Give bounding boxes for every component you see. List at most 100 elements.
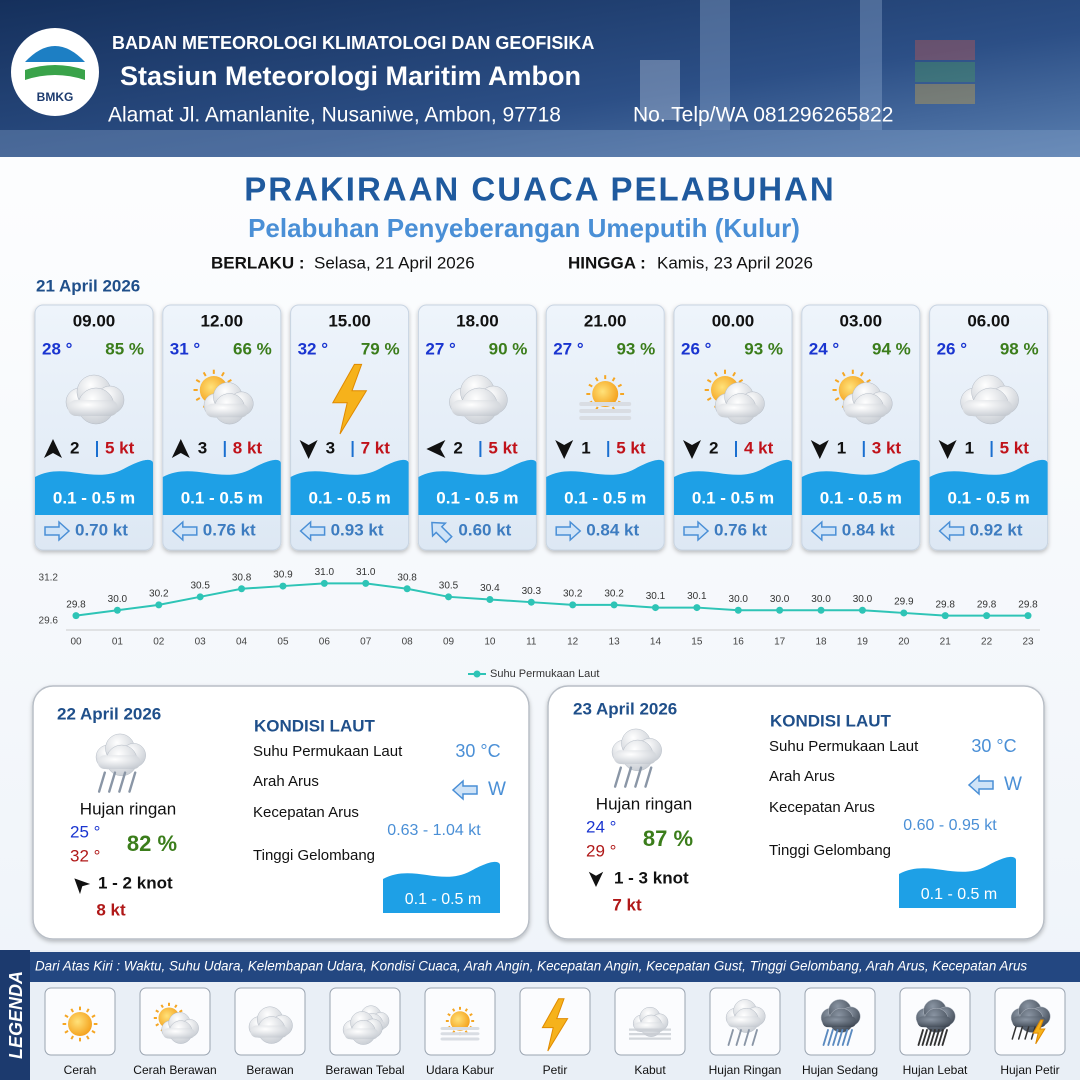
data-label: 30.9 — [273, 570, 293, 581]
card-gust: 4 kt — [744, 438, 774, 457]
sst-point — [776, 606, 784, 614]
card-current: 0.84 kt — [842, 520, 895, 539]
sst-point — [858, 606, 866, 614]
sun-ray — [841, 371, 846, 377]
wind-arrow — [171, 439, 190, 458]
sun-ray — [611, 377, 616, 382]
card-temp: 26 ° — [681, 339, 712, 358]
rain-drop — [735, 1029, 742, 1046]
sun-ray — [859, 371, 864, 377]
panel-condition: Hujan ringan — [596, 794, 692, 813]
sun — [450, 1011, 470, 1031]
data-label: 29.8 — [66, 599, 86, 610]
wind-arrow — [299, 440, 318, 459]
panel-gust: 7 kt — [612, 895, 642, 914]
sst-point — [486, 596, 494, 603]
rain-drop — [832, 1029, 839, 1046]
header-decoration — [0, 0, 1080, 157]
rain-drop — [937, 1029, 944, 1046]
panel-date: 23 April 2026 — [573, 699, 677, 718]
card-time: 06.00 — [967, 311, 1010, 330]
cloud-part — [68, 400, 118, 416]
rain-drop — [644, 766, 653, 788]
sun-ray — [91, 1014, 96, 1018]
card-humidity: 66 % — [233, 339, 272, 358]
card-wind: 3 — [326, 438, 335, 457]
sun-ray — [706, 397, 712, 402]
sun-ray — [866, 378, 871, 383]
current-speed: 0.60 - 0.95 kt — [903, 817, 997, 834]
weather-icon — [541, 998, 569, 1052]
legend-note-band — [30, 952, 1080, 982]
current-dir-label: Arah Arus — [769, 768, 835, 785]
cloud-part — [962, 400, 1013, 416]
sst-label: Suhu Permukaan Laut — [253, 743, 403, 760]
sst-point — [362, 579, 370, 587]
legend-strip — [0, 950, 30, 1080]
legend-item-label: Hujan Sedang — [802, 1063, 878, 1077]
sun-ray — [617, 383, 623, 388]
sea-heading: KONDISI LAUT — [770, 711, 892, 730]
sst-point — [651, 604, 659, 612]
panel-temp-max: 32 ° — [70, 846, 100, 865]
lightning — [331, 363, 368, 435]
x-tick-label: 06 — [319, 637, 331, 648]
x-tick-label: 19 — [857, 637, 869, 648]
x-tick-label: 18 — [815, 637, 827, 648]
card-wave: 0.1 - 0.5 m — [181, 488, 263, 507]
sst-point — [320, 579, 328, 587]
data-label: 31.0 — [356, 567, 376, 578]
card-current: 0.93 kt — [331, 520, 384, 539]
legend-item-label: Petir — [543, 1063, 568, 1077]
panel-temp-min: 24 ° — [586, 817, 616, 836]
legend-item-label: Cerah — [64, 1063, 97, 1077]
logo-mark — [25, 65, 85, 80]
data-label: 29.8 — [935, 599, 955, 610]
cloud-part — [716, 403, 760, 418]
legend-item-label: Hujan Petir — [1000, 1063, 1059, 1077]
cloud-part — [205, 403, 249, 418]
sun-ray — [834, 378, 840, 383]
sst-point — [196, 593, 204, 601]
rain-drop — [917, 1029, 924, 1046]
y-tick-label: 29.6 — [39, 616, 59, 627]
cloud-part — [822, 1016, 857, 1028]
x-tick-label: 03 — [195, 637, 207, 648]
card-wave: 0.1 - 0.5 m — [692, 488, 774, 507]
header-band — [0, 0, 1080, 157]
title: PRAKIRAAN CUACA PELABUHAN — [244, 171, 835, 208]
rain-drop — [933, 1029, 940, 1046]
weather-icon — [611, 728, 662, 788]
phone: No. Telp/WA 081296265822 — [633, 104, 893, 127]
x-tick-label: 23 — [1022, 637, 1034, 648]
weather-icon — [832, 369, 893, 425]
card-temp: 32 ° — [298, 339, 329, 358]
sst-point — [1024, 612, 1032, 620]
fog — [629, 1028, 671, 1031]
weather-icon — [449, 374, 508, 425]
sst-value: 30 °C — [455, 741, 500, 761]
x-tick-label: 12 — [567, 637, 579, 648]
legend-item-label: Berawan Tebal — [325, 1063, 404, 1077]
x-tick-label: 01 — [112, 637, 124, 648]
card-humidity: 85 % — [105, 339, 144, 358]
card-time: 00.00 — [712, 311, 755, 330]
panel-condition: Hujan ringan — [80, 799, 176, 818]
current-speed-label: Kecepatan Arus — [253, 804, 359, 821]
data-label: 30.2 — [563, 589, 583, 600]
sun-ray — [91, 1030, 96, 1034]
x-tick-label: 09 — [443, 637, 455, 648]
data-label: 30.0 — [729, 594, 749, 605]
sun-ray — [155, 1023, 160, 1027]
sun-ray — [713, 371, 718, 377]
valid-from-label: BERLAKU : — [211, 253, 305, 272]
card-time: 12.00 — [201, 311, 244, 330]
card-wind: 1 — [837, 438, 846, 457]
sst-point — [693, 604, 701, 612]
valid-to: Kamis, 23 April 2026 — [657, 253, 813, 272]
cloud-part — [162, 1028, 195, 1039]
weather-icon — [960, 374, 1019, 425]
current-dir: W — [1004, 774, 1022, 795]
x-tick-label: 05 — [277, 637, 289, 648]
rain-drop — [118, 771, 127, 793]
